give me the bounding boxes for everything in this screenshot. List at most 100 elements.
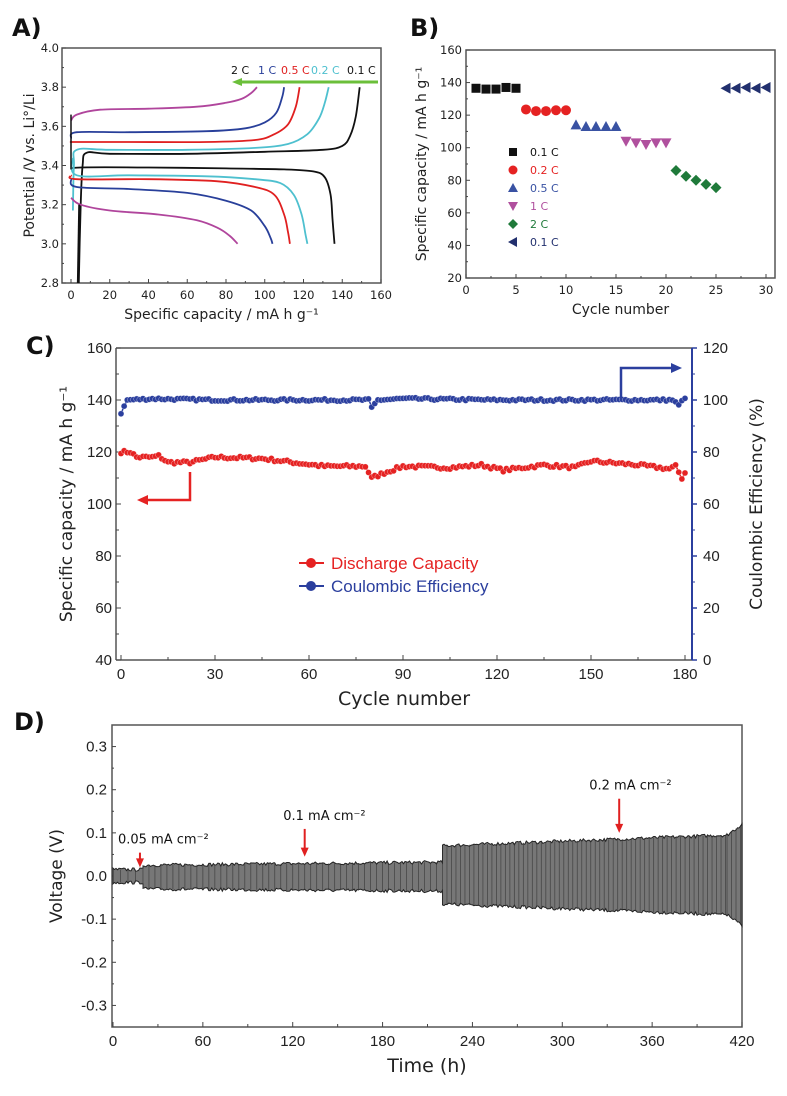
y-axis-label: Voltage (V) — [47, 829, 67, 923]
x-tick-label: 180 — [672, 666, 697, 683]
y-tick-label: -0.2 — [81, 954, 107, 971]
legend-label: 1 C — [530, 200, 548, 213]
curve-0.2c-charge — [72, 86, 330, 211]
y-tick-label: 0.0 — [86, 868, 107, 885]
data-point — [678, 475, 686, 483]
data-point — [117, 410, 125, 418]
panel-label-a: A) — [12, 14, 42, 42]
y-tick-label: -0.1 — [81, 911, 107, 928]
legend-label: 0.1 C — [530, 146, 559, 159]
data-point — [750, 82, 761, 94]
annotation-arrow-head — [615, 823, 624, 833]
data-point — [600, 121, 612, 132]
x-tick-label: 120 — [484, 666, 509, 683]
y-tick-label: 40 — [447, 238, 462, 252]
rate-label: 0.1 C — [347, 64, 376, 77]
x-tick-label: 120 — [280, 1033, 305, 1050]
legend-marker — [509, 148, 517, 156]
data-point — [630, 138, 642, 149]
x-axis-label: Time (h) — [386, 1055, 466, 1077]
curve-2c-discharge — [70, 197, 239, 245]
x-tick-label: 30 — [759, 283, 774, 297]
data-point — [511, 83, 521, 93]
data-point — [551, 105, 561, 116]
legend-label: 2 C — [530, 218, 548, 231]
panel-label-d: D) — [14, 708, 45, 736]
y-tick-label: 40 — [95, 652, 112, 669]
rate-label: 0.5 C — [281, 64, 310, 77]
data-point — [640, 139, 652, 150]
x-tick-label: 25 — [709, 283, 724, 297]
x-tick-label: 90 — [395, 666, 412, 683]
data-point — [740, 81, 751, 93]
x-axis-label: Cycle number — [338, 688, 470, 710]
legend-label: 0.2 C — [530, 164, 559, 177]
rate-label: 0.2 C — [311, 64, 340, 77]
y2-tick-label: 120 — [703, 340, 728, 357]
data-point — [660, 138, 672, 149]
data-point — [670, 165, 682, 177]
data-point — [672, 461, 679, 469]
x-tick-label: 120 — [293, 288, 315, 302]
panel-label-c: C) — [26, 332, 55, 360]
rate-label: 1 C — [258, 64, 276, 77]
y-tick-label: 3.6 — [41, 119, 59, 133]
rate-label: 2 C — [231, 64, 249, 77]
legend-marker — [508, 202, 518, 211]
left-axis-arrow — [146, 472, 192, 502]
data-point — [675, 468, 682, 476]
x-tick-label: 20 — [659, 283, 674, 297]
y2-tick-label: 60 — [703, 496, 720, 513]
x-tick-label: 10 — [559, 283, 574, 297]
y-tick-label: 2.8 — [41, 276, 59, 290]
y-tick-label: 80 — [95, 548, 112, 565]
chart-a: 0 20 40 60 80 100 120 140 160 2.8 3.0 3.2 3.4 3.6 3.8 4… — [22, 41, 392, 323]
y-tick-label: 0.1 — [86, 825, 107, 842]
y2-tick-label: 100 — [703, 392, 728, 409]
x-tick-label: 160 — [370, 288, 392, 302]
y-tick-label: 120 — [440, 108, 462, 122]
legend-label: 0.1 C — [530, 236, 559, 249]
curve-0.1c-initial — [76, 204, 81, 284]
y-tick-label: -0.3 — [81, 997, 107, 1014]
x-tick-label: 360 — [640, 1033, 665, 1050]
y-tick-label: 100 — [87, 496, 112, 513]
y-tick-label: 140 — [87, 392, 112, 409]
data-point — [570, 119, 582, 130]
x-tick-label: 15 — [609, 283, 624, 297]
y2-tick-label: 0 — [703, 652, 711, 669]
data-point — [531, 106, 541, 117]
y-tick-label: 4.0 — [41, 41, 59, 55]
y-tick-label: 3.4 — [41, 159, 59, 173]
data-point — [481, 84, 491, 94]
legend-label: 0.5 C — [530, 182, 559, 195]
y-tick-label: 160 — [87, 340, 112, 357]
curve-0.2c-discharge — [70, 157, 309, 244]
left-axis-arrow-head — [137, 495, 148, 505]
x-tick-label: 420 — [729, 1033, 754, 1050]
x-tick-label: 0 — [462, 283, 469, 297]
y-tick-label: 80 — [447, 173, 462, 187]
x-tick-label: 5 — [512, 283, 519, 297]
y-tick-label: 3.2 — [41, 198, 59, 212]
y-tick-label: 0.3 — [86, 739, 107, 756]
curve-2c-charge — [70, 86, 258, 122]
legend-marker — [508, 219, 518, 229]
curve-0.1c-discharge — [70, 166, 336, 244]
x-tick-label: 0 — [67, 288, 74, 302]
data-point — [681, 395, 689, 402]
data-point — [120, 402, 128, 410]
chart-b: 0 5 10 15 20 25 30 20 40 60 80 100 120 140 160 Cycle nu… — [414, 43, 776, 318]
data-point — [590, 121, 602, 132]
data-point — [700, 178, 712, 190]
legend-marker — [508, 183, 518, 192]
data-point — [760, 81, 771, 93]
y-tick-label: 3.0 — [41, 237, 59, 251]
legend-marker — [508, 237, 517, 247]
annotation-label: 0.2 mA cm⁻² — [589, 779, 671, 794]
voltage-profile — [112, 821, 743, 928]
x-tick-label: 100 — [254, 288, 276, 302]
y-axis-label: Potential /V vs. Li°/Li — [22, 93, 38, 237]
legend-label: Discharge Capacity — [331, 554, 479, 573]
